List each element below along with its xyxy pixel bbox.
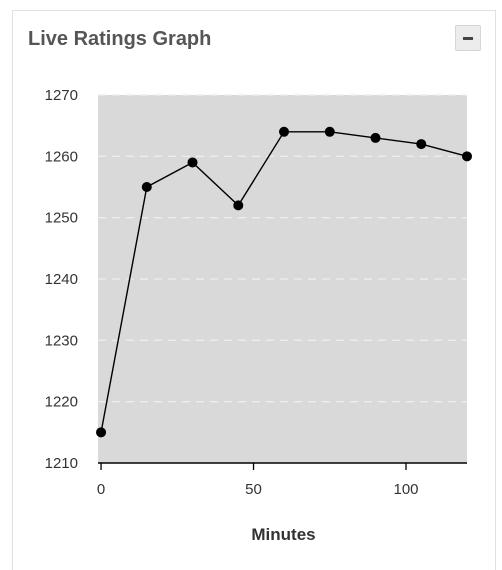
data-point[interactable] (279, 126, 290, 137)
data-point[interactable] (370, 132, 381, 143)
x-tick-label: 0 (97, 481, 105, 498)
data-point[interactable] (187, 157, 198, 168)
data-point[interactable] (416, 139, 427, 150)
panel-title: Live Ratings Graph (28, 28, 212, 50)
tick-labels: 1210 1220 1230 1240 1250 1260 1270 0 50 100 (45, 87, 419, 498)
grid-lines (98, 94, 467, 403)
y-tick-label: 1250 (45, 210, 78, 227)
collapse-button[interactable] (455, 25, 481, 51)
x-tick-label: 50 (245, 481, 262, 498)
data-point[interactable] (462, 151, 472, 162)
y-tick-label: 1230 (45, 332, 78, 349)
minus-icon (463, 37, 473, 40)
y-tick-label: 1240 (45, 271, 78, 288)
y-tick-label: 1270 (45, 87, 78, 104)
data-point[interactable] (96, 427, 107, 438)
data-point[interactable] (324, 126, 335, 137)
data-point[interactable] (141, 182, 152, 192)
y-tick-label: 1220 (45, 394, 78, 411)
series-group (96, 126, 472, 438)
x-axis-title: Minutes (251, 525, 315, 544)
x-tick-label: 100 (393, 481, 418, 498)
y-tick-label: 1210 (45, 455, 78, 472)
data-point[interactable] (233, 200, 244, 211)
y-tick-label: 1260 (45, 148, 78, 165)
